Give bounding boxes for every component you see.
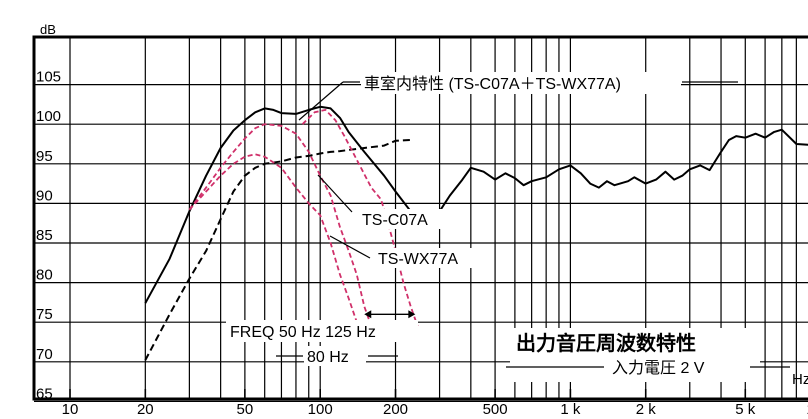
leader-c07a bbox=[317, 174, 353, 213]
x-tick-label: 1 k bbox=[560, 401, 581, 418]
series-layer bbox=[144, 105, 808, 361]
annotation-freq: FREQ 50 Hz 125 Hz bbox=[230, 324, 376, 341]
annotation-bg bbox=[304, 346, 366, 366]
annotation-80hz: 80 Hz bbox=[307, 349, 349, 366]
annotation-bg bbox=[374, 248, 478, 268]
x-tick-label: 500 bbox=[483, 401, 508, 418]
axis-ticks: 65 70 75 80 85 90 95 100 105 10 20 50 100 200 500 1 k 2 … bbox=[36, 69, 808, 418]
plot-frame bbox=[32, 35, 808, 401]
x-tick-label: 2 k bbox=[636, 401, 657, 418]
y-tick-label: 90 bbox=[36, 187, 53, 204]
chart-subtitle: 入力電圧 2 V bbox=[612, 359, 705, 377]
y-tick-label: 100 bbox=[36, 108, 61, 125]
annotation-bg bbox=[361, 72, 681, 94]
x-tick-label: 10 bbox=[62, 401, 79, 418]
freq-arrow-head-right bbox=[408, 310, 416, 319]
freq-range-arrow bbox=[364, 310, 416, 319]
y-tick-label: 105 bbox=[36, 69, 61, 86]
series-line-3 bbox=[188, 153, 366, 335]
y-tick-label: 70 bbox=[36, 346, 53, 363]
leader-wx77a bbox=[329, 235, 371, 259]
x-tick-label: 50 bbox=[237, 401, 254, 418]
annotation-bg bbox=[360, 209, 444, 229]
series-line-4 bbox=[301, 109, 419, 327]
x-tick-label: 10 k bbox=[806, 401, 808, 418]
x-tick-label: 200 bbox=[383, 401, 408, 418]
annotation-c07a: TS-C07A bbox=[362, 212, 428, 229]
y-axis-label: dB bbox=[40, 22, 56, 37]
title-bg bbox=[510, 328, 760, 382]
y-tick-label: 85 bbox=[36, 227, 53, 244]
y-tick-label: 75 bbox=[36, 306, 53, 323]
x-tick-label: 100 bbox=[308, 401, 333, 418]
leader-total bbox=[298, 81, 344, 121]
freq-arrow-head-left bbox=[364, 310, 372, 319]
y-tick-label: 95 bbox=[36, 148, 53, 165]
series-line-2 bbox=[188, 123, 373, 327]
annotation-bg bbox=[226, 320, 418, 342]
series-line-1 bbox=[144, 139, 411, 361]
annotation-group: 車室内特性 (TS-C07A＋TS-WX77A) TS-C07A TS-WX77… bbox=[226, 72, 790, 382]
x-tick-label: 5 k bbox=[735, 401, 756, 418]
chart-title: 出力音圧周波数特性 bbox=[516, 331, 696, 355]
series-line-0 bbox=[144, 105, 808, 304]
annotation-total: 車室内特性 (TS-C07A＋TS-WX77A) bbox=[364, 75, 621, 93]
y-tick-label: 80 bbox=[36, 267, 53, 284]
x-axis-unit: Hz bbox=[792, 371, 808, 388]
x-tick-label: 20 bbox=[137, 401, 154, 418]
y-tick-label: 65 bbox=[36, 385, 53, 402]
annotation-wx77a: TS-WX77A bbox=[378, 251, 458, 268]
